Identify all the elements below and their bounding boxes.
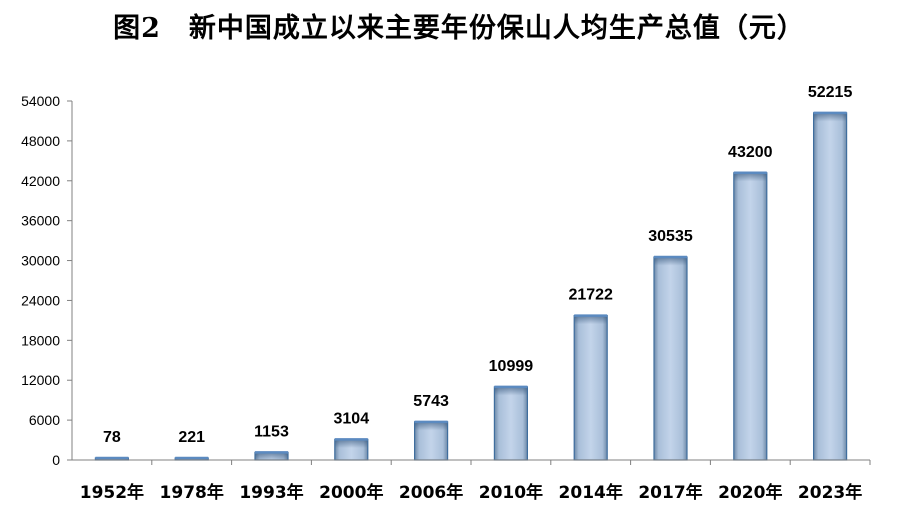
- bar-top-shade: [255, 452, 288, 461]
- data-label: 43200: [728, 144, 773, 161]
- data-label: 21722: [568, 287, 613, 304]
- bar: [653, 256, 688, 461]
- data-label: 78: [103, 429, 121, 446]
- y-tick-label: 12000: [21, 372, 60, 388]
- bar-top-shade: [574, 316, 607, 325]
- y-tick-label: 30000: [21, 253, 60, 269]
- y-tick-label: 6000: [29, 412, 60, 428]
- bars: [94, 111, 848, 461]
- y-tick-label: 0: [52, 452, 60, 468]
- y-tick-label: 48000: [21, 133, 60, 149]
- y-axis: 0 6000 12000 18000 24000 30000 36000 42000 48000…: [21, 93, 73, 468]
- bar-top-shade: [654, 257, 687, 266]
- x-tick-label: 2010年: [479, 482, 543, 503]
- bar: [733, 172, 768, 461]
- x-tick-label: 2000年: [319, 482, 383, 503]
- bar-top-shade: [415, 422, 447, 431]
- y-tick-label: 36000: [21, 213, 60, 229]
- data-label: 221: [178, 429, 205, 446]
- data-label: 1153: [254, 423, 289, 440]
- bar-top-shade: [495, 387, 527, 396]
- x-tick-label: 1993年: [239, 482, 303, 503]
- x-tick-label: 2017年: [638, 482, 702, 503]
- bar: [812, 112, 848, 461]
- x-axis: 1952年 1978年 1993年 2000年 2006年 2010年 2014年 2017年…: [72, 459, 871, 503]
- bar: [493, 386, 528, 461]
- data-labels: 78 221 1153 3104 5743 10999 21722 30535 43200 522…: [103, 84, 852, 446]
- data-label: 10999: [489, 358, 534, 375]
- x-tick-label: 2020年: [718, 482, 782, 503]
- y-tick-label: 54000: [21, 93, 60, 109]
- data-label: 52215: [808, 84, 853, 101]
- bar-top-shade: [814, 113, 846, 122]
- bar-top-shade: [734, 173, 767, 182]
- data-label: 3104: [334, 410, 370, 427]
- data-label: 5743: [413, 393, 449, 410]
- x-tick-label: 1952年: [80, 482, 144, 503]
- x-tick-label: 2014年: [559, 482, 623, 503]
- bar: [573, 314, 608, 461]
- x-tick-label: 1978年: [160, 482, 224, 503]
- y-tick-label: 42000: [21, 173, 60, 189]
- x-tick-label: 2023年: [798, 482, 862, 503]
- bar-top-shade: [335, 439, 368, 448]
- data-label: 30535: [648, 228, 693, 245]
- y-tick-label: 24000: [21, 292, 60, 308]
- chart-title: 图2 新中国成立以来主要年份保山人均生产总值（元）: [113, 13, 805, 44]
- x-tick-label: 2006年: [399, 482, 463, 503]
- y-tick-label: 18000: [21, 332, 60, 348]
